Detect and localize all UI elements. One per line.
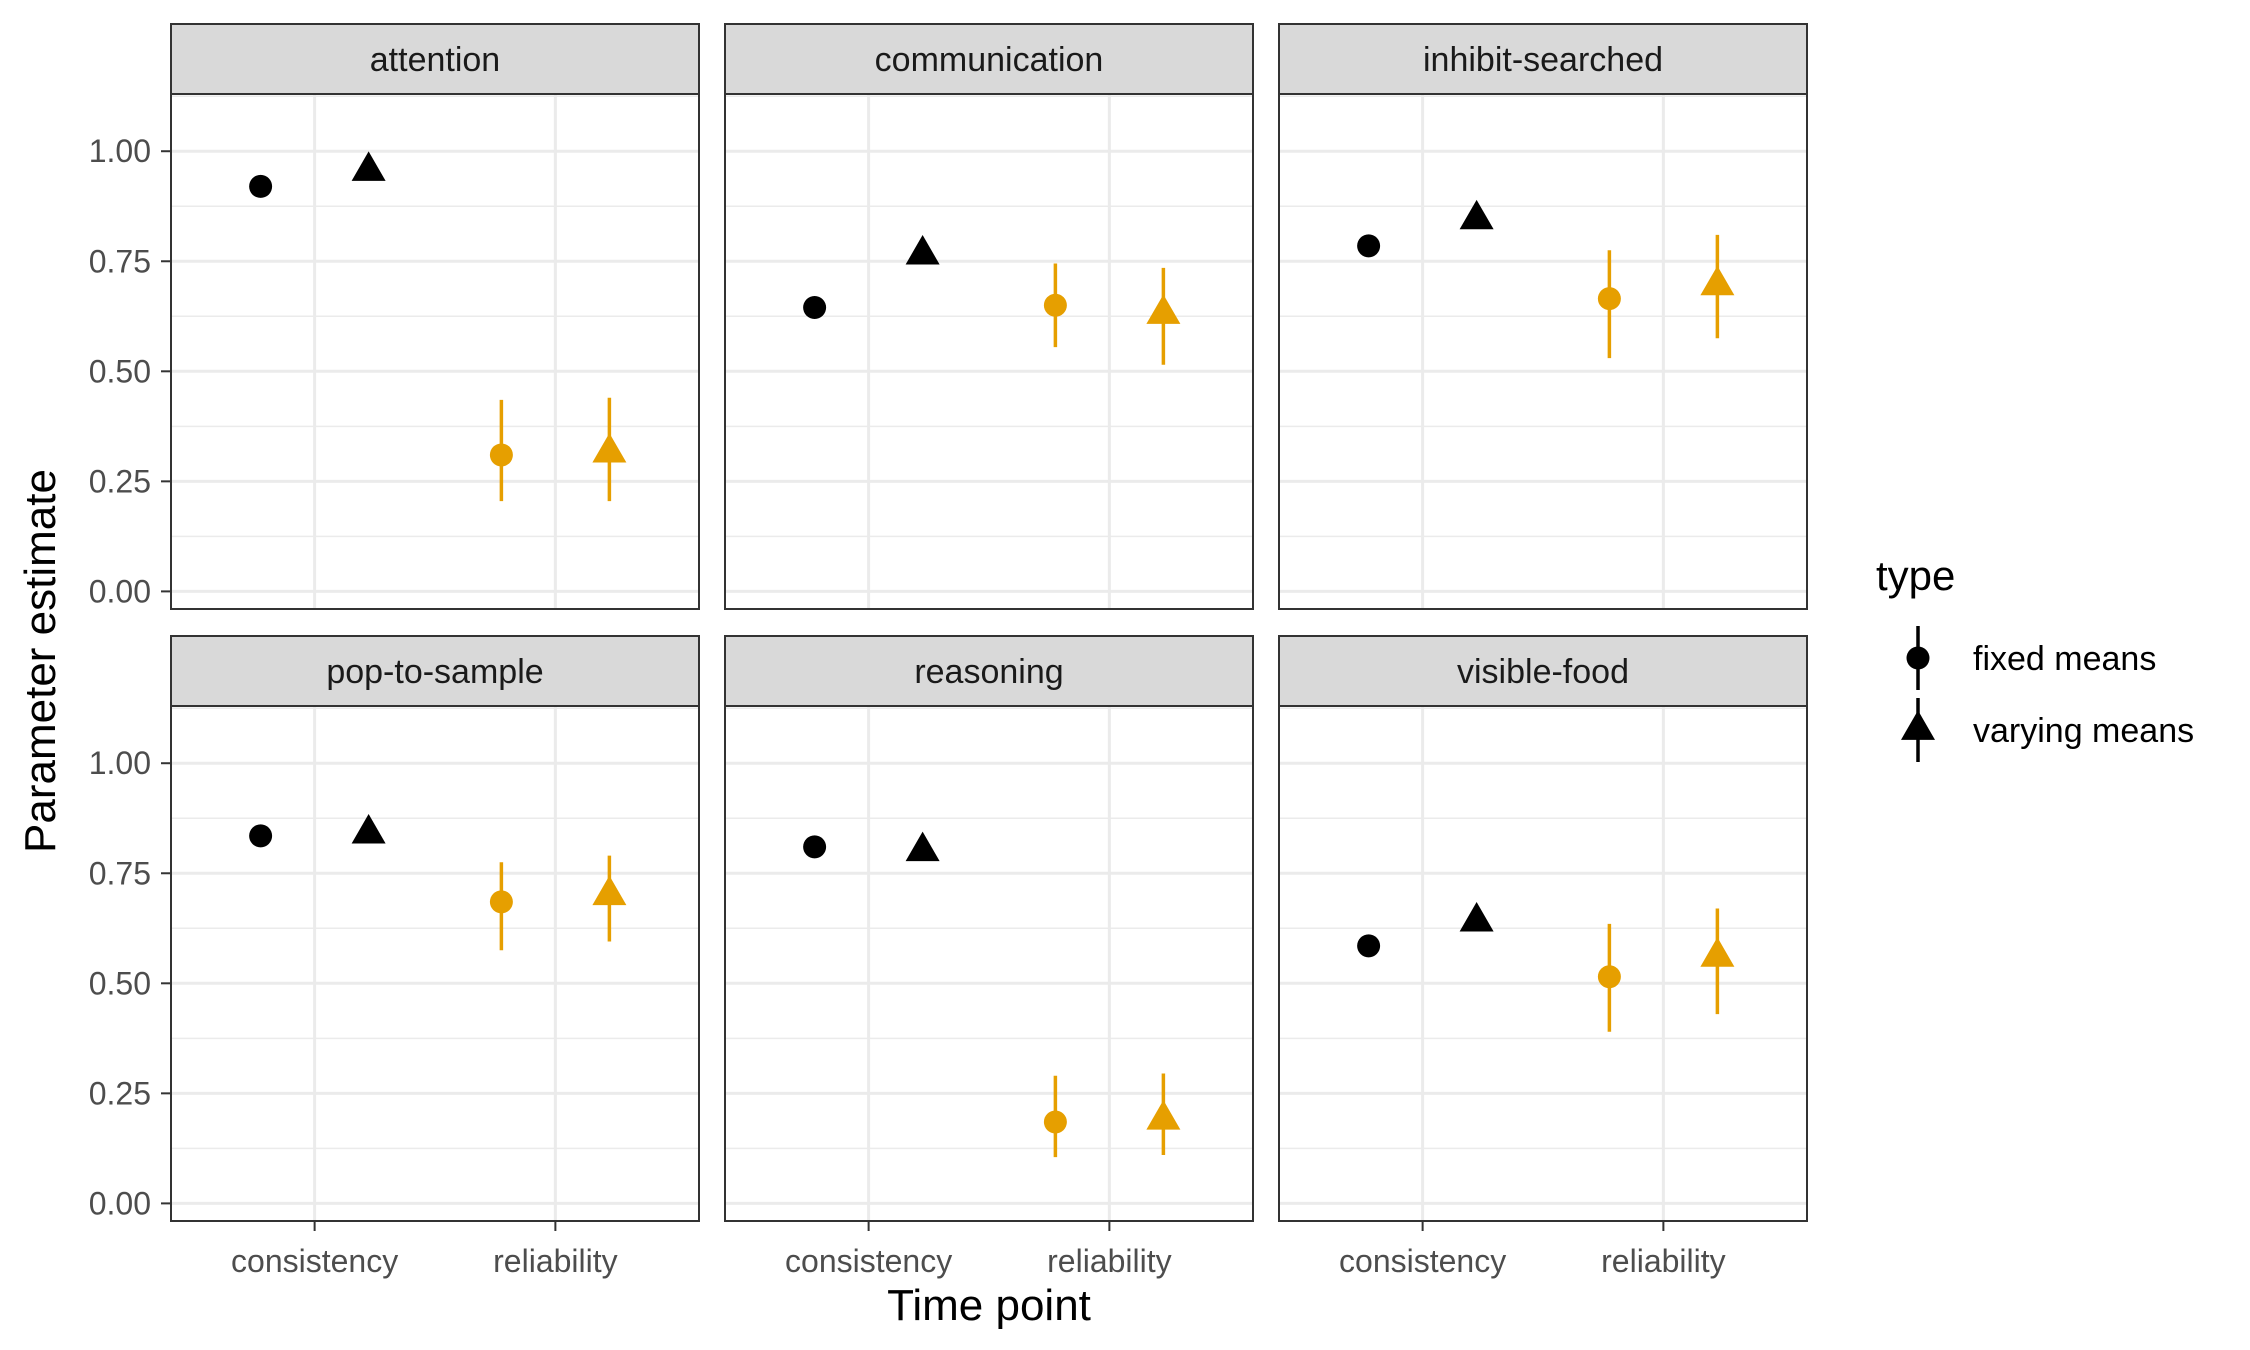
point-varying-means (1700, 265, 1735, 296)
y-tick-label: 0.50 (89, 965, 151, 1001)
legend-label: fixed means (1973, 640, 2156, 678)
point-fixed-means (249, 174, 273, 198)
panel-background (1279, 94, 1807, 609)
y-tick-label: 1.00 (89, 745, 151, 781)
legend-label: varying means (1973, 712, 2194, 750)
strip-background (170, 635, 700, 707)
y-tick-label: 0.25 (89, 1075, 151, 1111)
point-varying-means (351, 151, 386, 181)
strip-label: reasoning (914, 653, 1063, 691)
point-varying-means (592, 433, 627, 463)
point-varying-means (1700, 937, 1735, 967)
facet-panel-reasoning: reasoning consistency reliability (724, 635, 1254, 1279)
panels-layer: attention 0.00 0.25 0.50 0.75 1.00 communicati… (89, 23, 1808, 1279)
facet-panel-communication: communication (724, 23, 1254, 610)
x-tick-label: consistency (1339, 1243, 1506, 1279)
strip-background (724, 635, 1254, 707)
panel-grid (1279, 706, 1807, 1221)
point-fixed-means (489, 890, 513, 914)
facet-panel-visible-food: visible-food consistency reliability (1278, 635, 1808, 1279)
y-tick-label: 0.00 (89, 573, 151, 609)
x-axis-title: Time point (887, 1281, 1091, 1330)
x-tick-label: consistency (785, 1243, 952, 1279)
y-tick-label: 0.75 (89, 855, 151, 891)
strip-label: visible-food (1457, 653, 1629, 691)
strip-label: pop-to-sample (326, 653, 543, 691)
point-fixed-means (803, 835, 827, 859)
point-fixed-means (1357, 934, 1381, 958)
y-tick-label: 0.00 (89, 1185, 151, 1221)
legend-key-circle (1906, 646, 1930, 670)
y-tick-label: 0.75 (89, 243, 151, 279)
legend-item-varying-means: varying means (1901, 698, 2194, 762)
panel-grid (725, 706, 1253, 1221)
point-varying-means (1146, 294, 1181, 324)
y-tick-label: 0.50 (89, 353, 151, 389)
legend: type fixed means varying means (1876, 552, 2194, 762)
strip-label: attention (370, 41, 500, 79)
panel-background (725, 706, 1253, 1221)
legend-key-triangle (1901, 710, 1935, 740)
point-varying-means (1146, 1100, 1181, 1130)
facet-panel-pop-to-sample: pop-to-sample 0.00 0.25 0.50 0.75 1.00 consist… (89, 635, 700, 1279)
x-tick-label: reliability (1601, 1243, 1725, 1279)
point-fixed-means (1043, 1110, 1067, 1134)
panel-grid (171, 706, 699, 1221)
panel-background (171, 94, 699, 609)
x-tick-label: consistency (231, 1243, 398, 1279)
strip-label: communication (875, 41, 1104, 79)
panel-grid (171, 94, 699, 609)
point-fixed-means (249, 824, 273, 848)
strip-label: inhibit-searched (1423, 41, 1663, 79)
point-varying-means (905, 831, 940, 862)
point-fixed-means (1597, 965, 1621, 989)
legend-title: type (1876, 552, 1955, 599)
point-fixed-means (1043, 293, 1067, 317)
panel-background (171, 706, 699, 1221)
y-tick-label: 1.00 (89, 133, 151, 169)
strip-background (724, 23, 1254, 95)
point-varying-means (1459, 199, 1494, 230)
point-fixed-means (1597, 287, 1621, 311)
point-varying-means (351, 814, 386, 844)
x-tick-label: reliability (1047, 1243, 1171, 1279)
point-fixed-means (489, 443, 513, 467)
facet-panel-attention: attention 0.00 0.25 0.50 0.75 1.00 (89, 23, 700, 610)
axis-titles: Time point Parameter estimate (16, 469, 1091, 1330)
legend-item-fixed-means: fixed means (1906, 626, 2156, 690)
facet-panel-inhibit-searched: inhibit-searched (1278, 23, 1808, 610)
point-varying-means (592, 875, 627, 906)
legend-items: fixed means varying means (1901, 626, 2194, 762)
x-tick-label: reliability (493, 1243, 617, 1279)
strip-background (1278, 23, 1808, 95)
strip-background (170, 23, 700, 95)
point-varying-means (905, 235, 940, 265)
y-tick-label: 0.25 (89, 463, 151, 499)
panel-grid (1279, 94, 1807, 609)
y-axis-title: Parameter estimate (16, 469, 65, 853)
strip-background (1278, 635, 1808, 707)
point-fixed-means (803, 295, 827, 319)
point-varying-means (1459, 902, 1494, 932)
point-fixed-means (1357, 234, 1381, 258)
panel-background (725, 94, 1253, 609)
